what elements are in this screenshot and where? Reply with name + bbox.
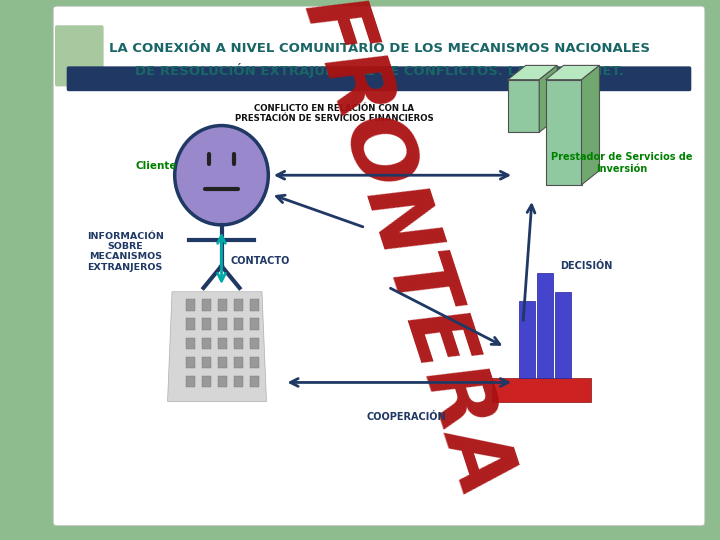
Bar: [186, 299, 194, 311]
FancyBboxPatch shape: [55, 25, 104, 86]
Polygon shape: [508, 80, 539, 132]
Bar: [251, 338, 259, 349]
Bar: [234, 319, 243, 330]
Bar: [202, 319, 211, 330]
Text: LA CONEXIÓN A NIVEL COMUNITARIO DE LOS MECANISMOS NACIONALES: LA CONEXIÓN A NIVEL COMUNITARIO DE LOS M…: [109, 42, 649, 55]
Polygon shape: [539, 65, 557, 132]
Bar: [518, 301, 535, 377]
Bar: [186, 338, 194, 349]
Bar: [202, 338, 211, 349]
FancyBboxPatch shape: [67, 66, 691, 91]
Text: DECISIÓN: DECISIÓN: [560, 261, 612, 271]
Text: CONTACTO: CONTACTO: [230, 256, 290, 266]
Bar: [202, 376, 211, 387]
Bar: [186, 319, 194, 330]
Bar: [536, 273, 553, 377]
Bar: [218, 299, 227, 311]
Polygon shape: [546, 80, 582, 185]
Polygon shape: [168, 292, 266, 402]
Bar: [218, 338, 227, 349]
Text: CONFLICTO EN RELACIÓN CON LA
PRESTACIÓN DE SERVICIOS FINANCIEROS: CONFLICTO EN RELACIÓN CON LA PRESTACIÓN …: [235, 104, 433, 123]
Polygon shape: [508, 65, 557, 80]
Text: Prestador de Servicios de
Inversión: Prestador de Servicios de Inversión: [552, 152, 693, 174]
Polygon shape: [546, 65, 600, 80]
Circle shape: [175, 126, 269, 225]
Text: Cliente: Cliente: [135, 161, 176, 171]
FancyBboxPatch shape: [53, 6, 705, 526]
Bar: [234, 338, 243, 349]
Bar: [234, 376, 243, 387]
Bar: [554, 292, 571, 377]
Bar: [218, 376, 227, 387]
Bar: [251, 319, 259, 330]
Polygon shape: [582, 65, 600, 185]
Text: INFORMACIÓN
SOBRE
MECANISMOS
EXTRANJEROS: INFORMACIÓN SOBRE MECANISMOS EXTRANJEROS: [87, 232, 163, 272]
Bar: [234, 299, 243, 311]
Bar: [202, 299, 211, 311]
Polygon shape: [492, 377, 590, 402]
Bar: [234, 357, 243, 368]
Text: COOPERACIÓN: COOPERACIÓN: [366, 412, 446, 422]
Bar: [251, 299, 259, 311]
Bar: [218, 357, 227, 368]
Text: FRONTERA: FRONTERA: [286, 0, 526, 508]
Bar: [186, 357, 194, 368]
Bar: [251, 376, 259, 387]
Text: 21: 21: [67, 502, 83, 511]
Bar: [202, 357, 211, 368]
Bar: [186, 376, 194, 387]
Bar: [218, 319, 227, 330]
Text: DE RESOLUCIÓN EXTRAJUDICIAL DE CONFLICTOS. LA RED FINNET.: DE RESOLUCIÓN EXTRAJUDICIAL DE CONFLICTO…: [135, 64, 624, 78]
Bar: [251, 357, 259, 368]
